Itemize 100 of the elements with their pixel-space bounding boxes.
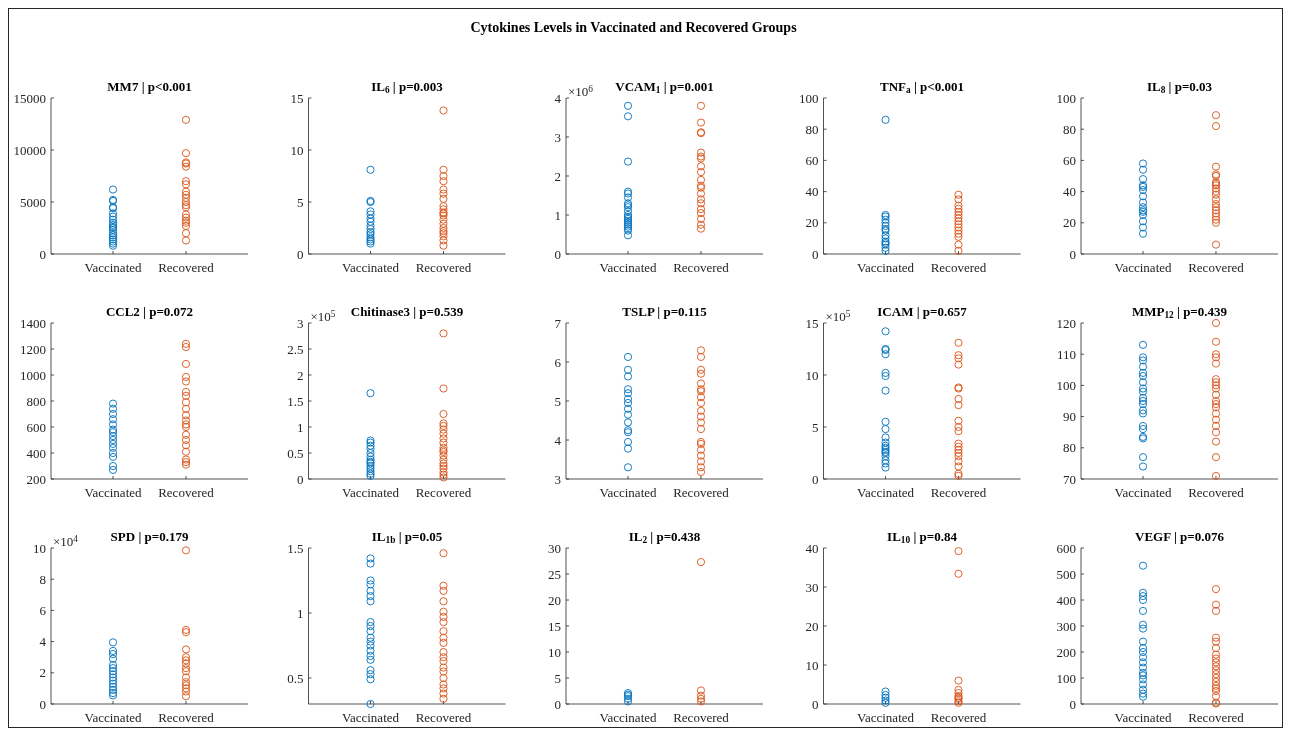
y-tick-label: 80 [1063,121,1076,137]
y-tick-label: 30 [805,579,819,595]
y-tick-label: 1.5 [287,540,304,556]
y-tick-label: 1.5 [287,393,304,409]
y-tick-label: 400 [26,445,46,461]
x-tick-label: Recovered [415,260,472,275]
x-tick-label: Vaccinated [599,485,658,500]
y-tick-label: 5 [554,393,561,409]
y-tick-label: 10 [290,142,304,158]
y-tick-label: 5 [554,670,561,686]
y-tick-label: 2 [554,168,561,184]
x-tick-label: Recovered [673,710,730,725]
annotation: ×10$^{4}$ [53,533,79,549]
y-tick-label: 6 [39,602,47,618]
y-tick-label: 3 [554,129,561,145]
y-tick-label: 0 [297,471,304,487]
text: Cytokines Levels in Vaccinated and Recovered Groups [470,20,798,35]
annotation: ×10$^{5}$ [310,308,336,324]
x-tick-label: Recovered [415,485,472,500]
y-tick-label: 70 [1063,471,1076,487]
y-tick-label: 0 [812,471,819,487]
y-tick-label: 2.5 [287,341,304,357]
y-tick-label: 100 [799,90,819,106]
y-tick-label: 110 [1056,346,1076,362]
y-tick-label: 5 [812,419,819,435]
chart-title: IL$_{6}$ | p=0.003 [371,79,444,96]
y-tick-label: 15 [805,315,819,331]
y-tick-label: 20 [1063,215,1076,231]
x-tick-label: Vaccinated [599,710,658,725]
chart-title: IL$_{1b}$ | p=0.05 [371,529,443,546]
y-tick-label: 0 [1069,696,1076,712]
chart-title: TSLP | p=0.115 [622,304,708,319]
x-tick-label: Recovered [930,710,987,725]
y-tick-label: 10 [548,644,561,660]
y-tick-label: 5000 [20,194,46,210]
y-tick-label: 80 [1063,440,1076,456]
y-tick-label: 0.5 [287,445,304,461]
y-tick-label: 0 [39,246,46,262]
y-tick-label: 1 [297,419,304,435]
y-tick-label: 7 [554,315,562,331]
x-tick-label: Recovered [158,710,215,725]
x-tick-label: Vaccinated [84,710,143,725]
chart-title: IL$_{2}$ | p=0.438 [628,529,701,546]
y-tick-label: 60 [805,152,819,168]
y-tick-label: 100 [1056,670,1076,686]
y-tick-label: 4 [554,90,562,106]
y-tick-label: 15000 [13,90,46,106]
y-tick-label: 25 [548,566,561,582]
chart-title: MM7 | p<0.001 [107,79,192,94]
x-tick-label: Recovered [1188,260,1245,275]
y-tick-label: 40 [805,540,819,556]
y-tick-label: 10 [33,540,46,556]
y-tick-label: 5 [297,194,304,210]
y-tick-label: 800 [26,393,46,409]
y-tick-label: 40 [805,184,819,200]
y-tick-label: 20 [805,215,819,231]
chart-title: TNF$_{a}$ | p<0.001 [880,79,964,96]
y-tick-label: 0 [554,246,561,262]
y-tick-label: 4 [39,634,47,650]
x-tick-label: Vaccinated [84,260,143,275]
y-tick-label: 1000 [20,367,46,383]
chart-title: ICAM | p=0.657 [877,304,968,319]
y-tick-label: 200 [1056,644,1076,660]
y-tick-label: 1 [554,207,561,223]
chart-title: VCAM$_{1}$ | p=0.001 [615,79,714,96]
chart-title: CCL2 | p=0.072 [105,304,194,319]
y-tick-label: 90 [1063,409,1076,425]
y-tick-label: 6 [554,354,562,370]
annotation: ×10$^{5}$ [825,308,851,324]
x-tick-label: Recovered [158,485,215,500]
y-tick-label: 120 [1056,315,1076,331]
x-tick-label: Vaccinated [857,710,915,725]
y-tick-label: 600 [1056,540,1076,556]
chart-title: MMP$_{12}$ | p=0.439 [1131,304,1228,321]
y-tick-label: 1 [297,605,304,621]
chart-title: SPD | p=0.179 [110,529,189,544]
y-tick-label: 3 [297,315,304,331]
y-tick-label: 60 [1063,152,1076,168]
y-tick-label: 0 [297,246,304,262]
y-tick-label: 0 [812,246,819,262]
x-tick-label: Vaccinated [342,260,400,275]
y-tick-label: 40 [1063,184,1076,200]
y-tick-label: 15 [290,90,304,106]
chart-title: VEGF | p=0.076 [1135,529,1225,544]
x-tick-label: Recovered [1188,485,1245,500]
x-tick-label: Vaccinated [599,260,658,275]
x-tick-label: Vaccinated [342,710,400,725]
chart-title: IL$_{10}$ | p=0.84 [887,529,958,546]
y-tick-label: 80 [805,121,819,137]
y-tick-label: 0.5 [287,670,304,686]
y-tick-label: 4 [554,432,562,448]
x-tick-label: Vaccinated [342,485,400,500]
x-tick-label: Recovered [673,485,730,500]
y-tick-label: 500 [1056,566,1076,582]
y-tick-label: 10000 [13,142,46,158]
y-tick-label: 300 [1056,618,1076,634]
chart-title: Chitinase3 | p=0.539 [350,304,464,319]
chart-title: IL$_{8}$ | p=0.03 [1146,79,1213,96]
x-tick-label: Vaccinated [857,260,915,275]
y-tick-label: 400 [1056,592,1076,608]
